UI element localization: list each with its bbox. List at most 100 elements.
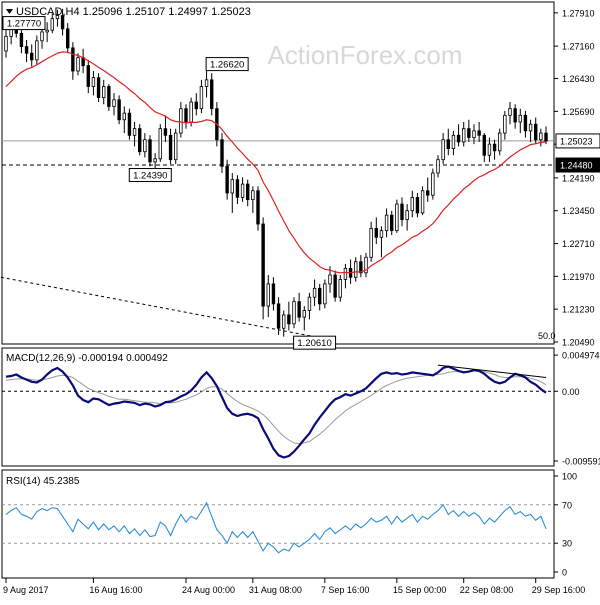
candle — [127, 108, 132, 140]
candle — [451, 130, 456, 156]
candle-body — [318, 287, 322, 305]
price-y-tick-label: 1.20490 — [562, 338, 595, 348]
candle — [492, 139, 497, 160]
candle — [503, 110, 507, 140]
candle-body — [96, 77, 101, 98]
candle — [307, 292, 312, 320]
candle — [462, 121, 466, 147]
candle — [498, 128, 502, 156]
candle — [528, 119, 533, 142]
rsi-title: RSI(14) 45.2385 — [6, 476, 80, 487]
macd-divergence-line — [437, 364, 547, 378]
support-price-marker-box — [555, 157, 600, 173]
candle — [369, 221, 373, 262]
candle-body — [477, 130, 481, 136]
ma-line — [5, 51, 547, 274]
candle-body — [148, 139, 152, 163]
candle — [318, 283, 322, 311]
rsi-y-tick-label: 100 — [562, 472, 577, 482]
candle-body — [246, 183, 250, 201]
candle — [292, 297, 296, 329]
candle-body — [45, 29, 49, 33]
candle-body — [19, 32, 24, 47]
candle — [472, 124, 476, 145]
x-tick-label: 24 Aug 00:00 — [182, 585, 235, 595]
candle — [426, 177, 430, 202]
candle — [436, 155, 440, 178]
candle — [266, 275, 270, 318]
candle — [477, 121, 481, 142]
candle-body — [482, 134, 486, 156]
candle-body — [518, 114, 522, 123]
candle-body — [184, 108, 188, 123]
candle — [323, 279, 327, 309]
candle-body — [266, 283, 270, 307]
x-tick-label: 22 Sep 08:00 — [460, 585, 514, 595]
candle-body — [271, 283, 276, 305]
candle-body — [395, 203, 399, 232]
candle — [354, 257, 358, 282]
macd-y-tick-label: -0.009591 — [562, 457, 600, 467]
candle-body — [544, 132, 548, 142]
candle — [287, 301, 291, 331]
candle-body — [4, 35, 8, 52]
candle — [60, 8, 65, 36]
candle — [204, 70, 209, 98]
candle — [338, 275, 342, 302]
macd-main-line — [5, 365, 547, 459]
candle — [297, 292, 301, 322]
macd-lines — [2, 364, 554, 459]
price-labels: 1.27770 1.26620 1.24390 1.20610 — [2, 16, 337, 350]
x-tick-label: 7 Sep 16:00 — [321, 585, 370, 595]
candle-body — [410, 196, 414, 212]
macd-pane-frame — [1, 347, 555, 467]
candle-body — [420, 190, 425, 214]
candle-body — [534, 123, 538, 141]
candle-body — [302, 310, 306, 318]
price-label: 1.24390 — [128, 168, 172, 183]
price-label-text: 1.27770 — [7, 19, 41, 30]
rsi-pane-frame — [1, 469, 555, 579]
fib-level-label: 50.0 — [538, 331, 556, 341]
dropdown-triangle-icon[interactable] — [6, 9, 13, 14]
candle — [117, 95, 121, 125]
candle — [102, 79, 106, 105]
candle — [19, 26, 24, 54]
candle-body — [91, 77, 96, 87]
candle — [174, 128, 178, 165]
price-label-text: 1.26620 — [210, 60, 244, 71]
candle — [256, 186, 260, 231]
candle-body — [220, 139, 224, 167]
candle-body — [390, 214, 394, 232]
candle-body — [24, 46, 29, 54]
candle — [30, 44, 34, 67]
candle-body — [122, 112, 126, 121]
current-price-marker-text: 1.25023 — [560, 136, 593, 146]
candle — [230, 173, 234, 213]
candle-body — [230, 179, 234, 194]
candle — [312, 279, 317, 307]
candle — [384, 208, 389, 238]
support-price-marker-text: 1.24480 — [560, 161, 593, 171]
candle-body — [235, 179, 240, 198]
candle-body — [204, 79, 209, 87]
candle-body — [168, 134, 173, 161]
candle-body — [456, 134, 461, 143]
candle — [107, 84, 111, 111]
candle — [261, 217, 265, 320]
price-y-tick-label: 1.23450 — [562, 206, 595, 216]
candle — [71, 42, 75, 80]
candle — [158, 124, 162, 162]
candle-body — [503, 114, 507, 134]
candle — [251, 186, 255, 213]
candle-body — [446, 139, 450, 150]
candle — [132, 121, 137, 147]
rsi-lines — [2, 501, 554, 554]
candle — [55, 9, 60, 27]
candle-body — [240, 183, 245, 198]
candle — [246, 179, 250, 207]
candle-body — [415, 196, 420, 214]
candle-body — [328, 274, 332, 285]
candle — [534, 117, 538, 145]
